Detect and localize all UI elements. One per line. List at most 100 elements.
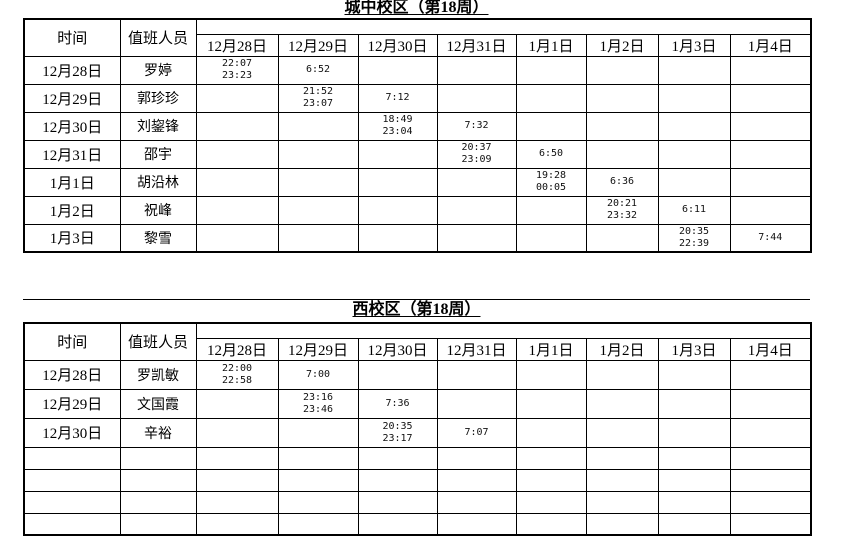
empty-time-cell [657,139,731,169]
duty-time-cell: 23:16 23:46 [277,388,359,419]
empty-time-cell [657,359,731,390]
duty-time-cell: 20:21 23:32 [585,195,659,225]
empty-cell [357,490,438,514]
empty-time-cell [357,223,438,253]
empty-cell [119,512,197,536]
row-staff-name-cell: 罗凯敏 [119,359,197,390]
duty-time-cell: 7:44 [729,223,812,253]
empty-time-cell [277,223,359,253]
header-date-cell: 12月29日 [277,337,359,361]
empty-cell [657,468,731,492]
empty-cell [357,446,438,470]
empty-time-cell [195,139,279,169]
empty-time-cell [515,388,587,419]
duty-time-cell: 6:52 [277,55,359,85]
empty-time-cell [195,223,279,253]
empty-time-cell [195,195,279,225]
empty-time-cell [436,83,517,113]
duty-row: 12月29日 文国霞 23:16 23:46 7:36 [23,388,812,419]
header-date-cell: 12月28日 [195,33,279,57]
row-staff-name-cell: 黎雪 [119,223,197,253]
empty-cell [195,468,279,492]
header-date-cell: 12月30日 [357,33,438,57]
header-time-cell: 时间 [23,322,121,361]
empty-time-cell [729,139,812,169]
row-date-cell: 12月31日 [23,139,121,169]
duty-time-cell: 7:12 [357,83,438,113]
table-title-city-center-text: 城中校区（第18周） [344,0,489,16]
duty-time-cell: 6:36 [585,167,659,197]
empty-time-cell [729,167,812,197]
empty-time-cell [657,417,731,448]
duty-row: 1月3日 黎雪 20:35 22:39 7:44 [23,223,812,253]
empty-cell [657,490,731,514]
empty-time-cell [195,388,279,419]
empty-cell [357,468,438,492]
empty-cell [585,490,659,514]
empty-cell [119,446,197,470]
empty-time-cell [357,167,438,197]
empty-time-cell [585,417,659,448]
header-spacer-cell [195,322,812,339]
empty-time-cell [585,55,659,85]
empty-cell [585,468,659,492]
header-date-cell: 12月29日 [277,33,359,57]
empty-time-cell [277,195,359,225]
empty-time-cell [436,55,517,85]
duty-time-cell: 6:11 [657,195,731,225]
empty-cell [436,446,517,470]
header-row-top: 时间 值班人员 [23,18,812,57]
empty-time-cell [515,111,587,141]
duty-time-cell: 6:50 [515,139,587,169]
header-date-cell: 1月4日 [729,337,812,361]
empty-cell [195,446,279,470]
empty-time-cell [515,359,587,390]
empty-time-cell [585,139,659,169]
row-staff-name-cell: 辛裕 [119,417,197,448]
duty-time-cell: 7:07 [436,417,517,448]
empty-time-cell [585,388,659,419]
duty-time-cell: 7:32 [436,111,517,141]
empty-cell [195,490,279,514]
duty-time-cell: 19:28 00:05 [515,167,587,197]
empty-time-cell [277,111,359,141]
row-date-cell: 1月1日 [23,167,121,197]
empty-time-cell [436,167,517,197]
empty-time-cell [195,417,279,448]
empty-time-cell [357,359,438,390]
duty-row: 12月31日 邵宇 20:37 23:09 6:50 [23,139,812,169]
empty-cell [119,490,197,514]
duty-time-cell: 20:35 22:39 [657,223,731,253]
header-date-cell: 1月1日 [515,33,587,57]
table-title-west-campus-text: 西校区（第18周） [352,301,481,318]
empty-time-cell [277,139,359,169]
empty-row [23,512,812,536]
section-divider-line [23,299,810,300]
duty-time-cell: 18:49 23:04 [357,111,438,141]
empty-time-cell [436,223,517,253]
empty-time-cell [585,83,659,113]
empty-cell [436,490,517,514]
empty-time-cell [515,55,587,85]
header-time-cell: 时间 [23,18,121,57]
empty-time-cell [195,111,279,141]
header-date-cell: 12月30日 [357,337,438,361]
empty-time-cell [729,195,812,225]
empty-time-cell [515,83,587,113]
empty-time-cell [195,83,279,113]
empty-cell [515,468,587,492]
empty-time-cell [585,223,659,253]
header-row-top: 时间 值班人员 [23,322,812,361]
duty-table-city-center: 时间 值班人员 12月28日 12月29日 12月30日 12月31日 1月1日 1月2日 1月… [23,18,812,253]
header-date-cell: 1月4日 [729,33,812,57]
empty-cell [195,512,279,536]
empty-cell [729,468,812,492]
empty-cell [515,490,587,514]
empty-time-cell [657,388,731,419]
empty-cell [585,512,659,536]
duty-time-cell: 20:37 23:09 [436,139,517,169]
header-date-cell: 12月31日 [436,337,517,361]
row-staff-name-cell: 祝峰 [119,195,197,225]
empty-time-cell [729,83,812,113]
header-date-cell: 1月1日 [515,337,587,361]
